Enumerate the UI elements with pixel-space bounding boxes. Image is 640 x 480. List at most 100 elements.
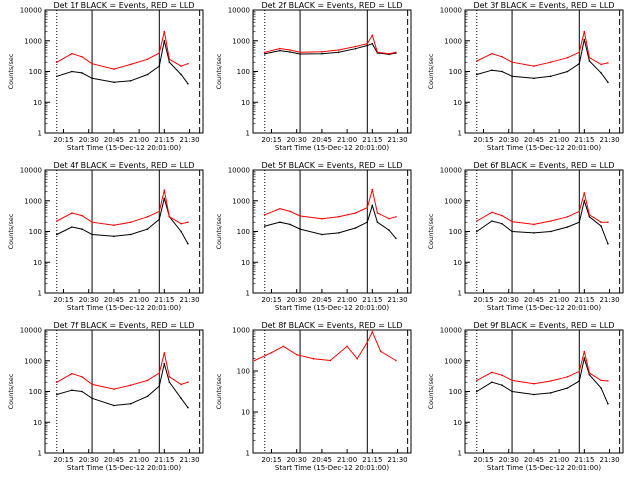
x-tick-label: 20:45 xyxy=(524,456,544,464)
series-events-point xyxy=(588,374,591,376)
series-lld-point xyxy=(376,212,379,214)
series-events-point xyxy=(588,60,591,62)
x-tick-label: 20:15 xyxy=(261,136,281,144)
x-tick-label: 21:30 xyxy=(387,456,407,464)
series-lld-point xyxy=(578,51,581,54)
series-lld-point xyxy=(533,65,535,67)
series-events-point xyxy=(337,232,340,234)
panel-3: Det 3f BLACK = Events, RED = LLD 1 10 100 10… xyxy=(427,1,624,152)
series-events-point xyxy=(588,216,591,218)
series-lld-point xyxy=(549,380,552,382)
series-events-point xyxy=(600,225,602,227)
x-tick-label: 21:00 xyxy=(337,456,357,464)
series-lld-point xyxy=(533,382,535,385)
series-events-point xyxy=(533,232,535,234)
x-tick-label: 20:45 xyxy=(524,136,544,144)
series-events-point xyxy=(578,380,581,382)
series-lld-point xyxy=(588,56,591,59)
y-tick-label: 10 xyxy=(33,99,42,107)
y-tick-label: 100 xyxy=(29,68,42,76)
series-events-point xyxy=(129,80,132,82)
series-events-line xyxy=(56,198,189,244)
series-events-point xyxy=(163,40,166,42)
series-lld-point xyxy=(533,223,535,226)
series-events-point xyxy=(533,77,535,80)
series-lld-point xyxy=(395,359,397,362)
series-events-point xyxy=(180,230,182,233)
series-events-line xyxy=(476,356,609,404)
series-lld-point xyxy=(476,220,478,222)
series-lld-point xyxy=(253,359,256,362)
series-events-point xyxy=(113,81,115,83)
series-lld-point xyxy=(113,388,115,390)
x-axis-label: Start Time (15-Dec-12 20:01:00) xyxy=(275,144,389,152)
series-events-point xyxy=(91,233,93,236)
series-lld-point xyxy=(376,51,379,54)
series-lld-point xyxy=(607,221,609,223)
series-events-point xyxy=(366,44,369,47)
series-events-point xyxy=(129,233,132,236)
series-lld-point xyxy=(282,345,285,348)
series-events-point xyxy=(71,389,73,392)
series-events-point xyxy=(56,75,58,78)
y-axis-label: Counts/sec xyxy=(7,213,15,249)
x-tick-label: 21:30 xyxy=(179,456,199,464)
x-tick-label: 21:30 xyxy=(599,136,619,144)
series-events-point xyxy=(91,77,93,80)
series-events-point xyxy=(566,387,569,389)
x-tick-label: 20:15 xyxy=(53,456,73,464)
series-lld-point xyxy=(264,214,266,216)
y-tick-label: 10 xyxy=(453,259,462,267)
y-tick-label: 1000 xyxy=(444,197,462,205)
x-tick-label: 20:30 xyxy=(499,296,519,304)
series-lld-point xyxy=(337,216,340,218)
series-events-point xyxy=(549,75,552,78)
x-tick-label: 21:00 xyxy=(549,296,569,304)
panel-1: Det 1f BLACK = Events, RED = LLD 1 10 100 10… xyxy=(7,1,204,152)
x-tick-label: 20:15 xyxy=(473,136,493,144)
series-lld-point xyxy=(511,220,513,223)
series-lld-point xyxy=(180,222,182,225)
series-events-point xyxy=(81,228,83,230)
x-tick-label: 20:30 xyxy=(287,456,307,464)
series-events-point xyxy=(533,393,535,396)
series-lld-point xyxy=(146,58,149,61)
x-tick-label: 20:45 xyxy=(104,456,124,464)
series-lld-point xyxy=(168,216,171,218)
series-events-point xyxy=(578,221,581,223)
series-lld-line xyxy=(56,31,189,70)
series-lld-point xyxy=(476,60,478,62)
y-tick-label: 10 xyxy=(33,259,42,267)
series-events-point xyxy=(180,397,182,400)
x-tick-label: 21:00 xyxy=(337,296,357,304)
x-axis-label: Start Time (15-Dec-12 20:01:00) xyxy=(275,304,389,312)
x-tick-label: 20:15 xyxy=(53,296,73,304)
x-tick-label: 20:15 xyxy=(473,456,493,464)
y-tick-label: 10 xyxy=(241,99,250,107)
series-events-point xyxy=(607,402,609,405)
x-tick-label: 20:45 xyxy=(104,296,124,304)
series-events-point xyxy=(71,226,73,228)
y-tick-label: 100 xyxy=(237,368,250,376)
series-lld-point xyxy=(366,341,369,344)
x-tick-label: 21:15 xyxy=(574,296,594,304)
plot-frame xyxy=(44,9,204,134)
y-axis-label: Counts/sec xyxy=(215,53,223,89)
x-tick-label: 20:30 xyxy=(79,136,99,144)
x-tick-label: 21:00 xyxy=(337,136,357,144)
series-events-point xyxy=(180,73,182,76)
series-lld-point xyxy=(321,50,323,53)
series-lld-point xyxy=(583,350,586,353)
series-events-point xyxy=(337,51,340,54)
panel-title: Det 9f BLACK = Events, RED = LLD xyxy=(473,321,614,330)
x-tick-label: 21:30 xyxy=(179,296,199,304)
series-lld-point xyxy=(588,214,591,216)
x-tick-label: 21:00 xyxy=(549,136,569,144)
series-lld-point xyxy=(600,63,602,66)
series-lld-point xyxy=(163,352,166,354)
x-tick-label: 21:30 xyxy=(387,296,407,304)
series-lld-point xyxy=(81,214,83,217)
series-lld-line xyxy=(264,34,397,55)
series-lld-line xyxy=(254,330,397,362)
y-tick-label: 10000 xyxy=(20,327,42,335)
